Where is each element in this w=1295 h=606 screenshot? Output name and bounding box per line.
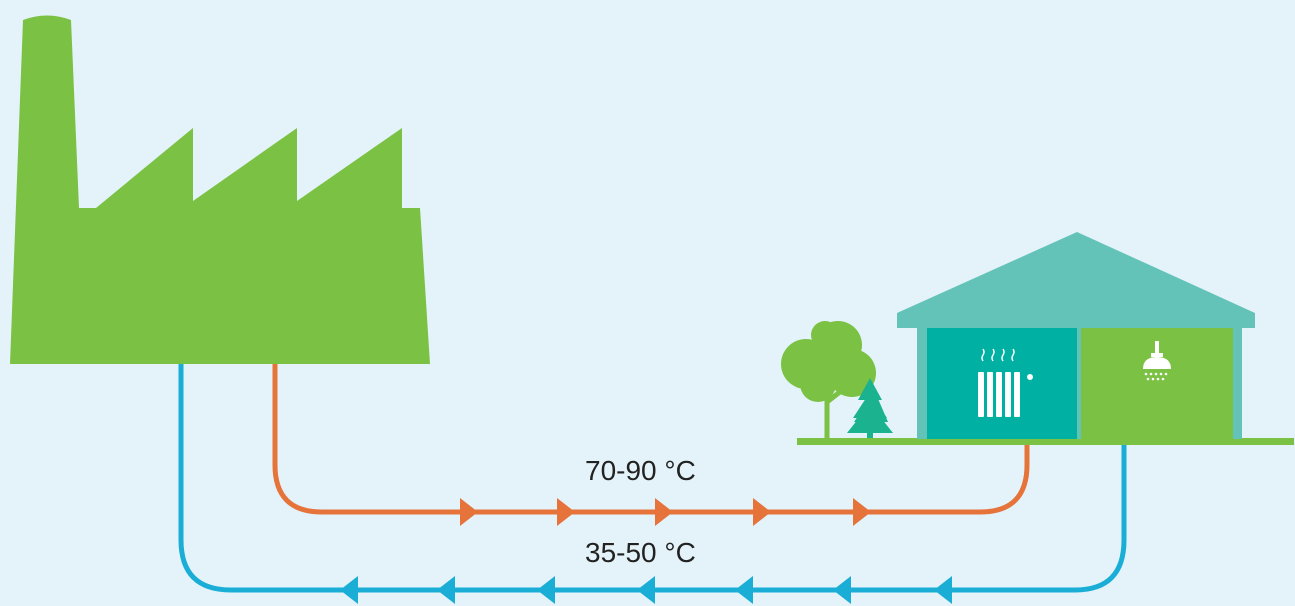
return-arrow xyxy=(934,576,952,604)
house-wall-left xyxy=(917,328,927,439)
return-arrow xyxy=(537,576,555,604)
return-arrow xyxy=(833,576,851,604)
return-arrow xyxy=(637,576,655,604)
supply-temperature-label: 70-90 °C xyxy=(585,455,696,487)
supply-pipe xyxy=(275,360,1027,512)
ground-line xyxy=(797,438,1294,445)
supply-arrow xyxy=(460,498,478,526)
house-icon xyxy=(897,232,1255,439)
house-wall-right xyxy=(1233,328,1242,439)
return-arrow xyxy=(340,576,358,604)
factory-icon xyxy=(10,16,430,365)
house-roof xyxy=(897,232,1255,328)
supply-arrow xyxy=(557,498,575,526)
supply-arrow xyxy=(853,498,871,526)
return-arrow xyxy=(735,576,753,604)
factory-silhouette xyxy=(10,16,430,365)
return-temperature-label: 35-50 °C xyxy=(585,537,696,569)
return-arrow xyxy=(437,576,455,604)
house-divider xyxy=(1077,328,1081,439)
supply-arrow xyxy=(753,498,771,526)
supply-arrow xyxy=(655,498,673,526)
